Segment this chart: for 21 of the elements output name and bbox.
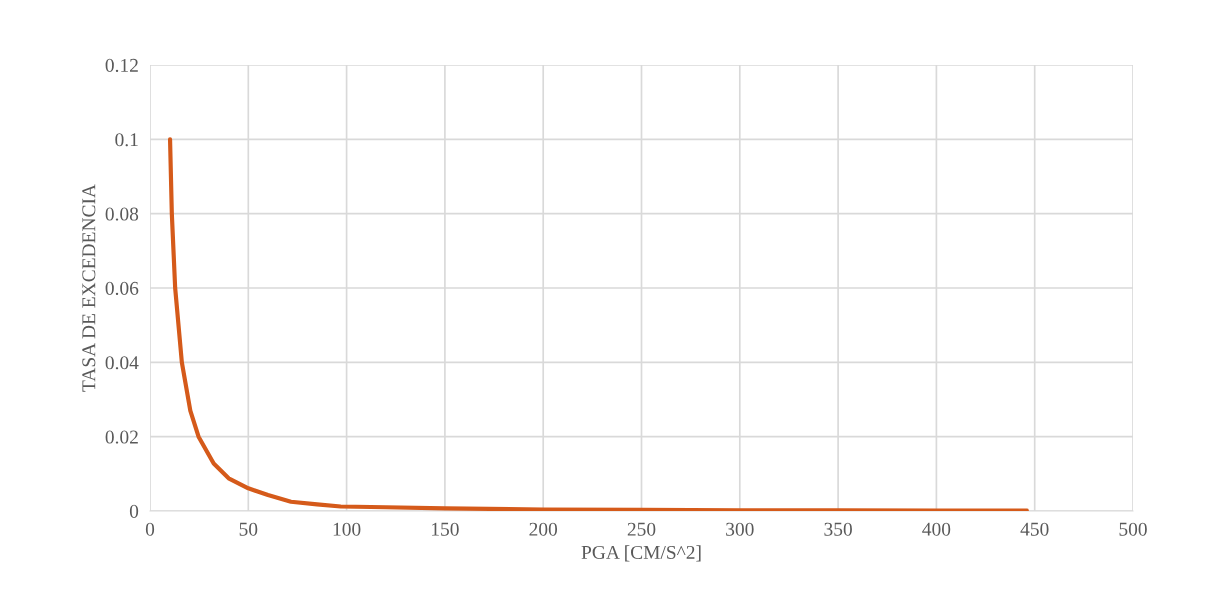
x-tick-label: 0: [145, 522, 155, 536]
x-tick-label: 50: [239, 522, 258, 536]
x-tick-label: 200: [529, 522, 558, 536]
x-axis-title: PGA [CM/S^2]: [581, 545, 701, 562]
y-tick-label: 0.04: [105, 356, 139, 370]
y-tick-label: 0: [129, 504, 139, 518]
x-tick-label: 100: [333, 522, 361, 536]
y-tick-label: 0.02: [105, 430, 138, 444]
x-tick-label: 400: [922, 522, 951, 536]
y-axis-title: TASA DE EXCEDENCIA: [82, 184, 96, 392]
line-series: [167, 137, 1029, 511]
y-tick-label: 0.06: [105, 281, 139, 296]
x-tick-label: 300: [726, 522, 754, 536]
y-tick-label: 0.08: [105, 207, 139, 221]
x-tick-label: 150: [432, 522, 459, 536]
y-tick-label: 0.12: [105, 58, 138, 73]
x-tick-label: 250: [627, 522, 656, 536]
y-tick-label: 0.1: [115, 133, 138, 147]
x-tick-label: 350: [824, 522, 852, 536]
x-tick-label: 500: [1119, 522, 1147, 536]
x-tick-label: 450: [1020, 522, 1049, 536]
